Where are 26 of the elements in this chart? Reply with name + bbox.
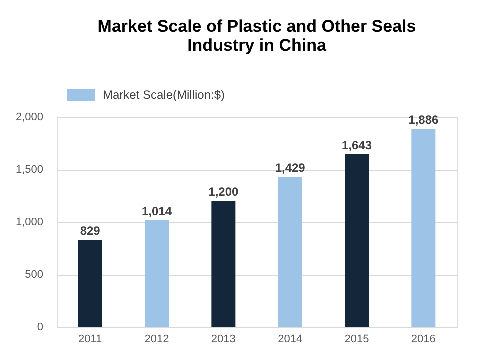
data-label: 1,643	[342, 138, 372, 152]
text: Market Scale of Plastic and Other Seals	[98, 17, 416, 36]
data-label: 829	[80, 224, 101, 238]
x-tick-label: 2016	[411, 334, 436, 346]
y-tick-label: 1,000	[16, 216, 44, 228]
y-tick-label: 500	[25, 269, 44, 281]
data-label: 1,200	[208, 185, 240, 199]
legend-label: Market Scale(Million:$)	[103, 88, 226, 102]
x-tick-label: 2013	[211, 334, 236, 346]
bar	[412, 128, 436, 327]
x-tick-label: 2015	[344, 334, 370, 346]
data-label: 1,886	[408, 112, 440, 127]
y-tick-label: 1,500	[16, 164, 44, 176]
y-tick-label: 0	[37, 322, 44, 334]
bar	[278, 176, 302, 327]
data-label: 1,014	[142, 204, 172, 219]
bar	[145, 220, 169, 327]
text: Industry in China	[188, 36, 326, 55]
x-tick-label: 2011	[78, 334, 102, 346]
bar	[78, 240, 102, 327]
x-tick-label: 2012	[144, 334, 170, 346]
y-tick-label: 2,000	[16, 112, 44, 124]
bar	[212, 201, 236, 327]
x-tick-label: 2014	[278, 334, 303, 346]
bar	[345, 154, 369, 327]
data-label: 1,429	[275, 160, 306, 175]
